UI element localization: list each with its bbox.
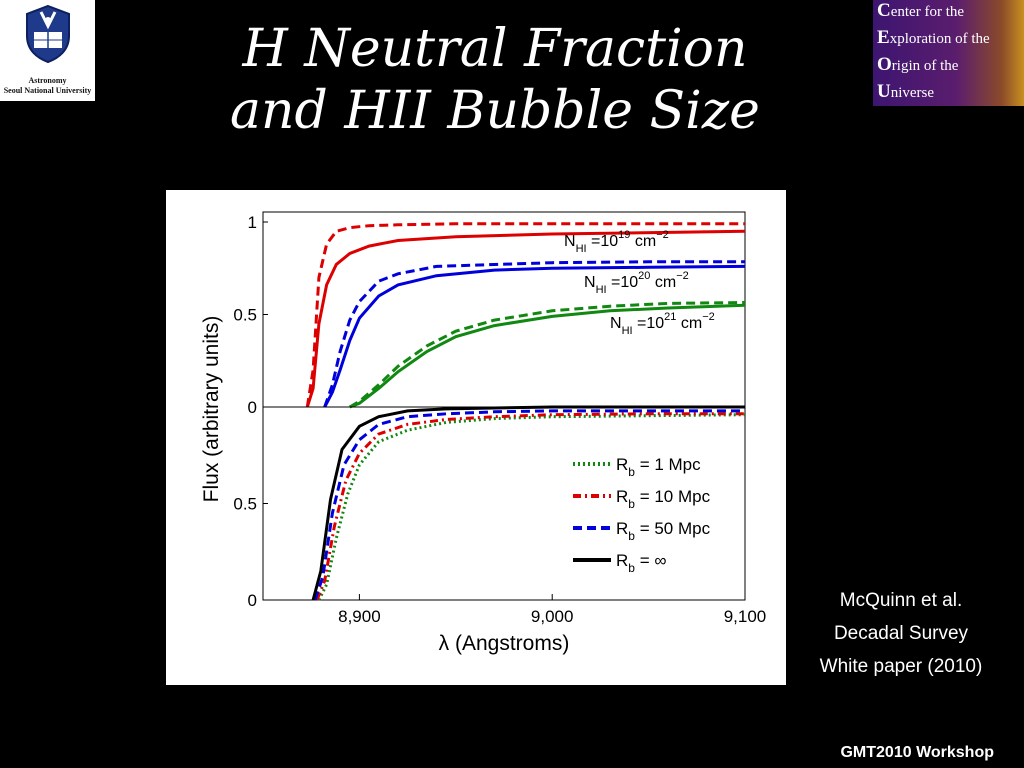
chart-panel: 0 0.5 1 0 0.5 8,900 9,000 9,100 λ (Angstroms) Flu…	[166, 190, 786, 685]
series-line-top-5	[349, 303, 746, 409]
label-base: N	[564, 233, 576, 250]
x-tick-label: 8,900	[338, 607, 381, 626]
citation: McQuinn et al. Decadal Survey White pape…	[795, 584, 1007, 683]
y-tick-label: 0	[248, 591, 257, 610]
ceou-logo: Center for the Exploration of the Origin…	[873, 0, 1024, 106]
y-tick-label: 0.5	[233, 495, 257, 514]
x-axis-label: λ (Angstroms)	[439, 632, 570, 655]
series-line-top-3	[323, 264, 746, 408]
ceou-initial: C	[877, 0, 891, 21]
label-base: N	[610, 315, 622, 332]
label-unit: cm	[630, 233, 656, 250]
legend-label: Rb = 50 Mpc	[616, 519, 711, 543]
university-emblem-icon	[26, 4, 70, 64]
slide-title: H Neutral Fraction and HII Bubble Size	[160, 18, 830, 142]
label-unit-superscript: −2	[656, 229, 669, 241]
ceou-line-3: Origin of the	[877, 54, 958, 76]
ceou-text: enter for the	[890, 4, 965, 20]
series-line-top-4	[323, 260, 745, 408]
title-line-1: H Neutral Fraction	[242, 19, 748, 79]
citation-line-3: White paper (2010)	[819, 656, 983, 677]
y-tick-label: 0	[248, 398, 257, 417]
series-line-bottom-3	[313, 409, 745, 601]
label-text: =10	[633, 315, 665, 332]
legend-label-text: = 10 Mpc	[635, 487, 711, 506]
logo-line-1: Astronomy	[28, 76, 67, 85]
legend-label-subscript: b	[628, 497, 635, 511]
legend-label-base: R	[616, 455, 628, 474]
ceou-line-2: Exploration of the	[877, 27, 990, 49]
ceou-line-4: Universe	[877, 81, 934, 103]
legend-label: Rb = ∞	[616, 551, 666, 575]
x-tick-label: 9,100	[724, 607, 767, 626]
label-subscript: HI	[622, 325, 633, 337]
series-line-bottom-1	[317, 413, 746, 601]
legend-label-subscript: b	[628, 529, 635, 543]
logo-line-2: Seoul National University	[3, 86, 92, 95]
title-line-2: and HII Bubble Size	[230, 81, 760, 141]
snu-astronomy-logo: Astronomy Seoul National University	[0, 0, 95, 101]
legend-label-text: = ∞	[635, 551, 667, 570]
ceou-initial: O	[877, 54, 892, 75]
citation-line-1: McQuinn et al.	[839, 590, 963, 611]
footer-workshop: GMT2010 Workshop	[840, 744, 994, 761]
legend-label-subscript: b	[628, 561, 635, 575]
citation-line-2: Decadal Survey	[833, 623, 969, 644]
legend-label-subscript: b	[628, 465, 635, 479]
series-line-bottom-2	[315, 412, 745, 601]
label-text: =10	[587, 233, 619, 250]
ceou-initial: E	[877, 27, 890, 48]
ceou-initial: U	[877, 81, 891, 102]
series-line-bottom-4	[311, 405, 745, 601]
legend-label-base: R	[616, 487, 628, 506]
legend-label-base: R	[616, 551, 628, 570]
legend-label: Rb = 10 Mpc	[616, 487, 711, 511]
label-subscript: HI	[596, 284, 607, 296]
label-unit-superscript: −2	[676, 270, 689, 282]
x-tick-label: 9,000	[531, 607, 574, 626]
ceou-text: rigin of the	[891, 58, 959, 74]
label-subscript: HI	[576, 243, 587, 255]
flux-chart: 0 0.5 1 0 0.5 8,900 9,000 9,100 λ (Angstroms) Flu…	[200, 211, 767, 655]
ceou-text: xploration of the	[889, 31, 990, 47]
column-density-label: NHI =1019 cm−2	[564, 229, 669, 255]
legend-label: Rb = 1 Mpc	[616, 455, 701, 479]
legend-label-text: = 50 Mpc	[635, 519, 711, 538]
label-unit-superscript: −2	[702, 311, 715, 323]
legend-label-base: R	[616, 519, 628, 538]
column-density-label: NHI =1020 cm−2	[584, 270, 689, 296]
label-superscript: 21	[664, 311, 676, 323]
label-base: N	[584, 274, 596, 291]
label-unit: cm	[650, 274, 676, 291]
label-unit: cm	[676, 315, 702, 332]
y-tick-label: 0.5	[233, 306, 257, 325]
ceou-text: niverse	[890, 85, 935, 101]
label-superscript: 19	[618, 229, 630, 241]
column-density-label: NHI =1021 cm−2	[610, 311, 715, 337]
series-line-top-6	[349, 301, 746, 409]
label-superscript: 20	[638, 270, 650, 282]
legend-label-text: = 1 Mpc	[635, 455, 701, 474]
y-tick-label: 1	[248, 213, 257, 232]
series-line-top-2	[305, 222, 745, 408]
label-text: =10	[607, 274, 639, 291]
y-axis-label: Flux (arbitrary units)	[200, 316, 223, 503]
ceou-line-1: Center for the	[877, 0, 964, 22]
series-line-top-1	[305, 229, 746, 408]
